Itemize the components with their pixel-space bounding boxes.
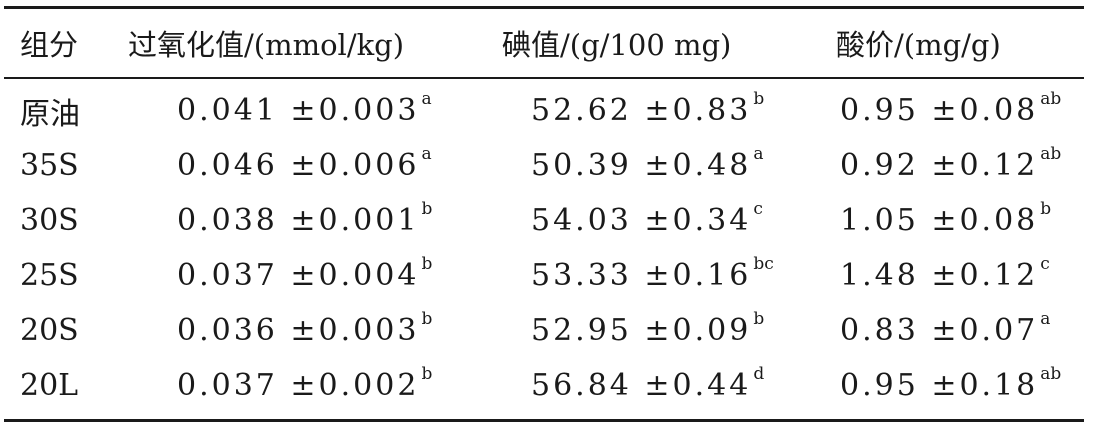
group-cell: 原油 <box>20 96 80 132</box>
acid-cell: 1.48 ±0.12 c <box>840 248 1050 303</box>
peroxide-cell: 0.036 ±0.003 b <box>177 303 432 358</box>
peroxide-value: 0.037 ±0.002 <box>177 368 420 403</box>
header-acid-value: 酸价/(mg/g) <box>836 28 1001 62</box>
iodine-cell: 54.03 ±0.34 c <box>531 193 763 248</box>
acid-cell: 0.83 ±0.07 a <box>840 303 1050 358</box>
iodine-significance: c <box>753 198 763 219</box>
acid-cell: 0.95 ±0.08 ab <box>840 83 1061 138</box>
iodine-significance: b <box>753 88 765 109</box>
acid-cell: 0.92 ±0.12 ab <box>840 138 1061 193</box>
header-peroxide-value: 过氧化值/(mmol/kg) <box>128 28 405 62</box>
acid-significance: ab <box>1040 143 1062 164</box>
peroxide-value: 0.038 ±0.001 <box>177 203 420 238</box>
iodine-value: 50.39 ±0.48 <box>531 148 752 183</box>
peroxide-significance: b <box>421 363 433 384</box>
peroxide-significance: b <box>421 308 433 329</box>
acid-significance: ab <box>1040 363 1062 384</box>
table-header-row: 组分 过氧化值/(mmol/kg) 碘值/(g/100 mg) 酸价/(mg/g… <box>4 9 1084 77</box>
peroxide-value: 0.046 ±0.006 <box>177 148 420 183</box>
acid-value: 0.95 ±0.08 <box>840 93 1039 128</box>
table-bottom-rule <box>4 419 1084 422</box>
table-row: 20S 0.036 ±0.003 b 52.95 ±0.09 b 0.83 ±0.0… <box>4 303 1084 358</box>
iodine-value: 52.95 ±0.09 <box>531 313 752 348</box>
peroxide-cell: 0.038 ±0.001 b <box>177 193 432 248</box>
iodine-cell: 50.39 ±0.48 a <box>531 138 764 193</box>
peroxide-significance: b <box>421 253 433 274</box>
peroxide-significance: a <box>421 143 432 164</box>
header-group: 组分 <box>20 28 79 62</box>
acid-significance: b <box>1040 198 1052 219</box>
group-cell: 30S <box>20 203 79 238</box>
table-top-rule <box>4 6 1084 9</box>
iodine-value: 53.33 ±0.16 <box>531 258 752 293</box>
iodine-significance: a <box>753 143 764 164</box>
table-header-rule <box>4 77 1084 79</box>
table-row: 25S 0.037 ±0.004 b 53.33 ±0.16 bc 1.48 ±0.… <box>4 248 1084 303</box>
table-row: 20L 0.037 ±0.002 b 56.84 ±0.44 d 0.95 ±0.1… <box>4 358 1084 413</box>
acid-value: 0.92 ±0.12 <box>840 148 1039 183</box>
iodine-significance: d <box>753 363 765 384</box>
group-cell: 25S <box>20 258 79 293</box>
iodine-significance: bc <box>753 253 774 274</box>
peroxide-cell: 0.037 ±0.002 b <box>177 358 432 413</box>
peroxide-value: 0.036 ±0.003 <box>177 313 420 348</box>
iodine-value: 54.03 ±0.34 <box>531 203 752 238</box>
acid-significance: ab <box>1040 88 1062 109</box>
acid-significance: a <box>1040 308 1051 329</box>
acid-value: 1.05 ±0.08 <box>840 203 1039 238</box>
table-row: 35S 0.046 ±0.006 a 50.39 ±0.48 a 0.92 ±0.1… <box>4 138 1084 193</box>
iodine-cell: 56.84 ±0.44 d <box>531 358 764 413</box>
group-cell: 35S <box>20 148 79 183</box>
header-iodine-value: 碘值/(g/100 mg) <box>502 28 732 62</box>
data-table: 组分 过氧化值/(mmol/kg) 碘值/(g/100 mg) 酸价/(mg/g… <box>4 6 1084 422</box>
iodine-significance: b <box>753 308 765 329</box>
group-cell: 20L <box>20 368 79 403</box>
acid-significance: c <box>1040 253 1050 274</box>
peroxide-value: 0.041 ±0.003 <box>177 93 420 128</box>
iodine-cell: 52.62 ±0.83 b <box>531 83 764 138</box>
iodine-cell: 53.33 ±0.16 bc <box>531 248 774 303</box>
acid-value: 1.48 ±0.12 <box>840 258 1039 293</box>
table-row: 30S 0.038 ±0.001 b 54.03 ±0.34 c 1.05 ±0.0… <box>4 193 1084 248</box>
acid-cell: 1.05 ±0.08 b <box>840 193 1051 248</box>
peroxide-significance: b <box>421 198 433 219</box>
table-row: 原油 0.041 ±0.003 a 52.62 ±0.83 b 0.95 ±0.08… <box>4 83 1084 138</box>
acid-value: 0.83 ±0.07 <box>840 313 1039 348</box>
table-body: 原油 0.041 ±0.003 a 52.62 ±0.83 b 0.95 ±0.08… <box>4 79 1084 419</box>
peroxide-cell: 0.041 ±0.003 a <box>177 83 432 138</box>
acid-value: 0.95 ±0.18 <box>840 368 1039 403</box>
iodine-value: 52.62 ±0.83 <box>531 93 752 128</box>
peroxide-cell: 0.046 ±0.006 a <box>177 138 432 193</box>
peroxide-cell: 0.037 ±0.004 b <box>177 248 432 303</box>
acid-cell: 0.95 ±0.18 ab <box>840 358 1061 413</box>
group-cell: 20S <box>20 313 79 348</box>
peroxide-significance: a <box>421 88 432 109</box>
peroxide-value: 0.037 ±0.004 <box>177 258 420 293</box>
iodine-cell: 52.95 ±0.09 b <box>531 303 764 358</box>
iodine-value: 56.84 ±0.44 <box>531 368 752 403</box>
